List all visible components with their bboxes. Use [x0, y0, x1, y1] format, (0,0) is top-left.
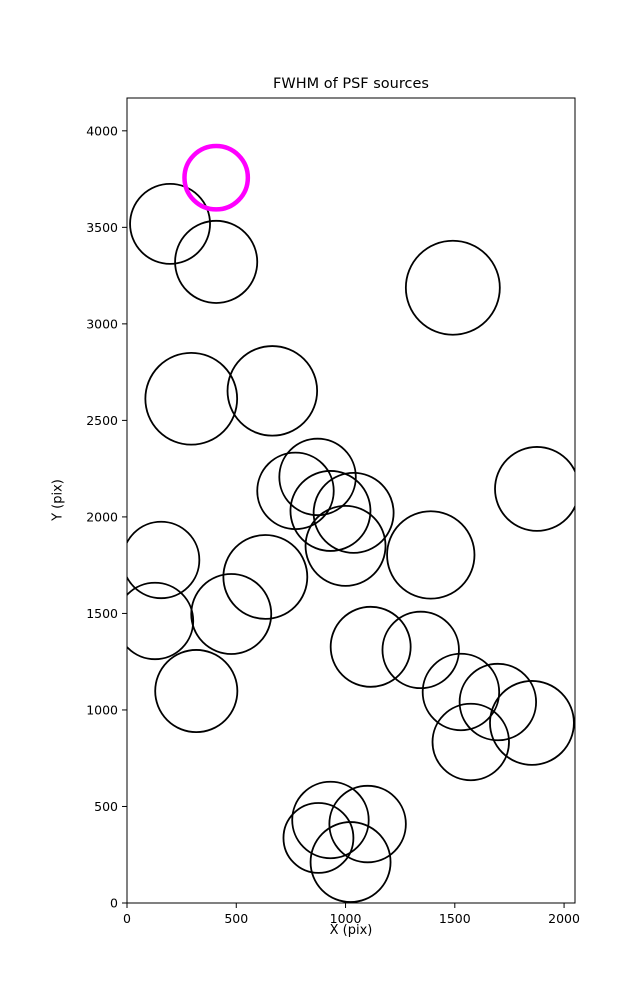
psf-source-circle [304, 504, 387, 587]
psf-source-circle [190, 573, 273, 655]
y-tick-label: 1500 [86, 606, 118, 621]
psf-source-circle [312, 471, 395, 554]
psf-source-circle [386, 510, 476, 600]
y-tick-label: 500 [94, 799, 118, 814]
psf-source-circle [381, 610, 460, 690]
psf-source-circle [289, 470, 372, 552]
psf-source-circle [282, 802, 355, 874]
y-tick-label: 3000 [86, 316, 118, 331]
psf-source-circle [129, 182, 211, 265]
psf-source-circle [489, 680, 575, 766]
y-tick-label: 2000 [86, 509, 118, 524]
psf-source-highlighted [182, 143, 251, 212]
x-axis-label: X (pix) [329, 923, 373, 938]
psf-source-circle [127, 581, 195, 661]
x-tick-label: 1500 [439, 911, 471, 926]
psf-source-circle [404, 239, 501, 336]
y-tick-label: 3500 [86, 220, 118, 235]
y-tick-label: 0 [110, 896, 118, 911]
psf-source-circle [278, 437, 357, 517]
psf-source-circle [174, 219, 259, 304]
psf-source-circle [329, 605, 412, 688]
psf-source-circle [431, 702, 510, 782]
x-tick-label: 2000 [548, 911, 580, 926]
y-tick-label: 4000 [86, 123, 118, 138]
psf-source-circle [154, 649, 239, 734]
psf-source-circle [226, 345, 319, 437]
psf-circles [127, 143, 575, 903]
psf-source-circle [222, 534, 309, 620]
psf-source-circle [458, 662, 538, 742]
psf-source-circle [328, 784, 407, 864]
chart-title: FWHM of PSF sources [273, 76, 429, 92]
psf-source-circle [291, 780, 370, 860]
axes-frame [126, 97, 576, 904]
psf-source-circle [421, 652, 501, 732]
psf-source-circle [494, 446, 575, 532]
y-tick-label: 2500 [86, 413, 118, 428]
psf-source-circle [309, 821, 392, 903]
psf-source-circle [144, 351, 239, 446]
y-tick-label: 1000 [86, 702, 118, 717]
x-tick-label: 1000 [330, 911, 362, 926]
x-tick-label: 500 [224, 911, 248, 926]
x-tick-label: 0 [123, 911, 131, 926]
psf-source-circle [127, 520, 201, 600]
